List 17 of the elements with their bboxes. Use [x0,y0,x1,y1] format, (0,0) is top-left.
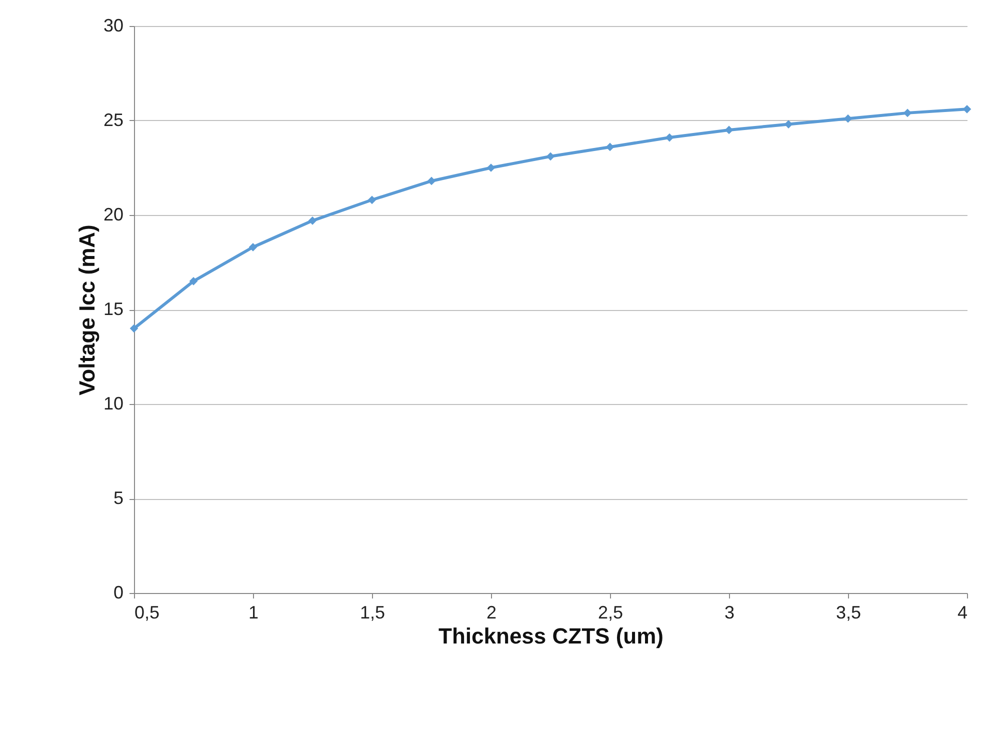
x-tick-label: 3,5 [836,602,862,622]
x-tick-label: 0,5 [134,602,160,622]
y-tick-label: 10 [103,394,124,414]
y-tick-label: 20 [103,204,124,224]
y-axis-title: Voltage Icc (mA) [74,224,100,396]
x-tick-label: 2,5 [598,602,624,622]
x-tick-label: 1 [248,602,259,622]
y-tick-label: 5 [113,488,124,508]
y-tick-label: 15 [103,299,124,319]
y-tick-label: 30 [103,16,124,36]
x-axis-title: Thickness CZTS (um) [438,624,664,648]
x-tick-label: 4 [957,602,968,622]
x-tick-label: 3 [724,602,735,622]
y-tick-label: 25 [103,110,124,130]
y-tick-label: 0 [113,582,124,602]
x-tick-label: 2 [486,602,497,622]
x-tick-label: 1,5 [360,602,386,622]
